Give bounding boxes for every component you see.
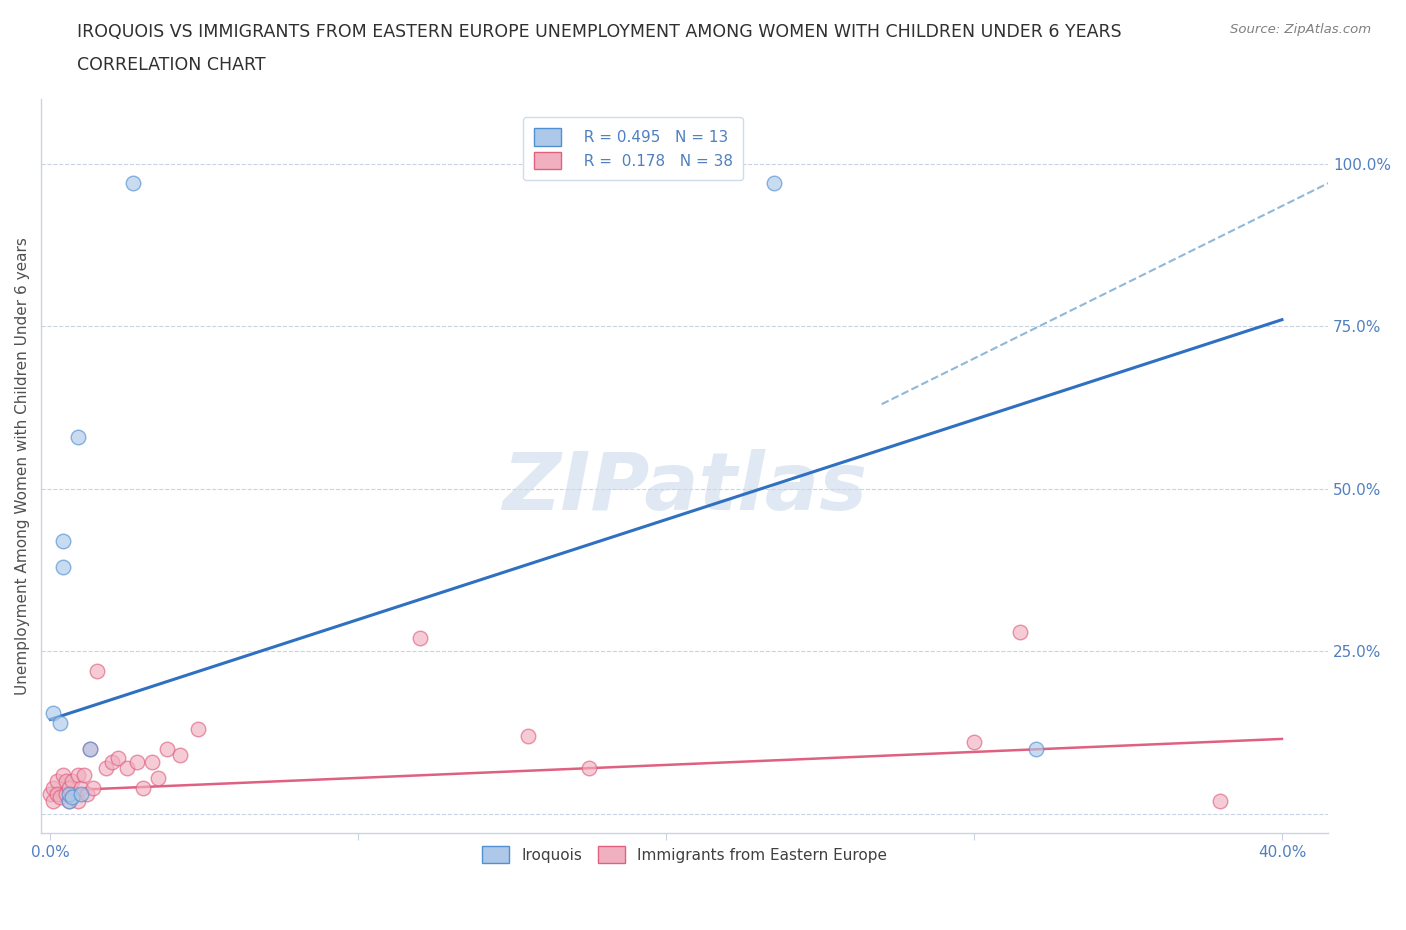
Point xyxy=(58,787,80,802)
Point xyxy=(58,793,80,808)
Point xyxy=(42,793,65,808)
Point xyxy=(76,787,98,802)
Point xyxy=(1010,624,1032,639)
Point xyxy=(1209,793,1232,808)
Point xyxy=(79,741,101,756)
Point xyxy=(141,754,163,769)
Text: CORRELATION CHART: CORRELATION CHART xyxy=(77,56,266,73)
Text: Source: ZipAtlas.com: Source: ZipAtlas.com xyxy=(1230,23,1371,36)
Point xyxy=(146,770,169,785)
Point xyxy=(762,176,785,191)
Point xyxy=(63,787,86,802)
Point xyxy=(70,787,93,802)
Point xyxy=(42,780,65,795)
Point xyxy=(1025,741,1047,756)
Point xyxy=(58,780,80,795)
Point xyxy=(122,176,145,191)
Point xyxy=(86,663,108,678)
Point xyxy=(45,774,67,789)
Point xyxy=(39,787,62,802)
Point xyxy=(125,754,148,769)
Point xyxy=(516,728,538,743)
Point xyxy=(70,780,93,795)
Point xyxy=(60,774,83,789)
Point xyxy=(52,559,75,574)
Text: ZIPatlas: ZIPatlas xyxy=(502,449,868,527)
Point xyxy=(963,735,986,750)
Point xyxy=(42,706,65,721)
Point xyxy=(48,715,70,730)
Point xyxy=(55,774,77,789)
Point xyxy=(578,761,600,776)
Point xyxy=(67,430,90,445)
Point xyxy=(67,793,90,808)
Point xyxy=(45,787,67,802)
Point xyxy=(169,748,191,763)
Point xyxy=(55,787,77,802)
Point xyxy=(107,751,129,766)
Point xyxy=(67,767,90,782)
Point xyxy=(94,761,117,776)
Point xyxy=(52,533,75,548)
Point xyxy=(132,780,155,795)
Point xyxy=(117,761,139,776)
Point xyxy=(82,780,104,795)
Legend: Iroquois, Immigrants from Eastern Europe: Iroquois, Immigrants from Eastern Europe xyxy=(475,840,894,870)
Point xyxy=(187,722,209,737)
Point xyxy=(409,631,432,645)
Point xyxy=(156,741,179,756)
Point xyxy=(73,767,96,782)
Text: IROQUOIS VS IMMIGRANTS FROM EASTERN EUROPE UNEMPLOYMENT AMONG WOMEN WITH CHILDRE: IROQUOIS VS IMMIGRANTS FROM EASTERN EURO… xyxy=(77,23,1122,41)
Point xyxy=(79,741,101,756)
Point xyxy=(52,767,75,782)
Point xyxy=(48,790,70,804)
Point xyxy=(101,754,124,769)
Point xyxy=(58,793,80,808)
Point xyxy=(60,790,83,804)
Y-axis label: Unemployment Among Women with Children Under 6 years: Unemployment Among Women with Children U… xyxy=(15,237,30,695)
